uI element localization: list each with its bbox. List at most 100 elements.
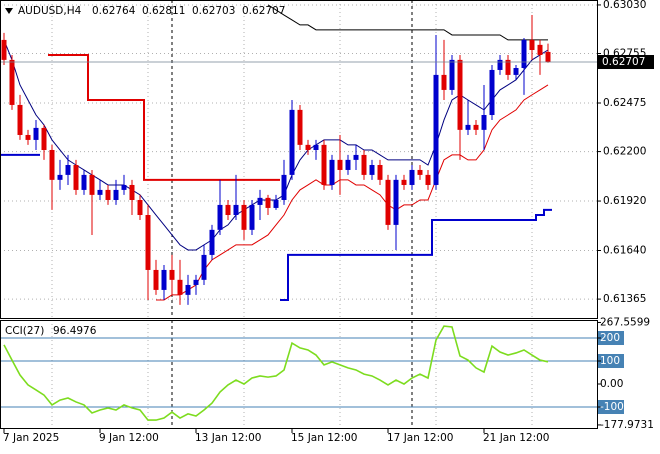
candle-body: [393, 179, 399, 225]
candle-body: [409, 169, 415, 185]
x-tick-label: 21 Jan 12:00: [483, 432, 549, 444]
y-tick-label: 0.62475: [603, 97, 646, 109]
candle-body: [249, 204, 255, 230]
candle-body: [529, 39, 535, 50]
y-tick-label: 100: [600, 355, 620, 367]
candle-body: [313, 144, 319, 150]
main-frame: [0, 0, 598, 319]
cci-line: [3, 325, 549, 421]
candle-body: [385, 179, 391, 225]
candle-body: [217, 204, 223, 230]
x-tick-label: 9 Jan 12:00: [99, 432, 159, 444]
x-tick-label: 17 Jan 12:00: [387, 432, 453, 444]
candle-body: [305, 144, 311, 150]
header-low: 0.62703: [192, 5, 235, 17]
y-tick-label: 0.61640: [603, 245, 646, 257]
candle-body: [233, 204, 239, 216]
candle-body: [377, 165, 383, 180]
header-high: 0.62811: [142, 5, 185, 17]
cci-frame: [0, 320, 598, 429]
candle-body: [169, 269, 175, 280]
candle-body: [433, 74, 439, 185]
x-tick-label: 13 Jan 12:00: [195, 432, 261, 444]
candle-body: [505, 59, 511, 75]
candle-body: [401, 179, 407, 185]
candle-body: [25, 134, 31, 140]
candle-body: [441, 74, 447, 90]
candle-body: [273, 199, 279, 208]
candle-body: [321, 144, 327, 185]
candle-body: [225, 204, 231, 216]
symbol: AUDUSD,H4: [18, 5, 82, 17]
candle-body: [281, 174, 287, 200]
axes: 0.630300.627550.624750.622000.619200.616…: [3, 0, 654, 444]
candle-body: [41, 127, 47, 150]
main-plot: [1, 1, 597, 318]
candle-body: [1, 39, 7, 60]
cci-value: 96.4976: [53, 325, 97, 337]
candle-body: [473, 124, 479, 130]
candle-body: [345, 159, 351, 170]
candle-body: [297, 109, 303, 145]
candle-body: [353, 154, 359, 160]
candle-body: [145, 215, 151, 270]
candle-body: [209, 229, 215, 255]
indicator-line: [1, 153, 552, 301]
candle-body: [545, 51, 551, 63]
candle-body: [89, 174, 95, 195]
x-tick-label: 15 Jan 12:00: [291, 432, 357, 444]
candle-body: [137, 199, 143, 216]
candle-body: [97, 189, 103, 195]
candle-body: [73, 165, 79, 190]
candle-body: [57, 174, 63, 180]
candle-body: [513, 68, 519, 75]
candle-body: [521, 39, 527, 69]
candle-body: [65, 165, 71, 175]
y-tick-label: 200: [600, 332, 620, 344]
candle-body: [361, 154, 367, 175]
candle-body: [49, 149, 55, 180]
indicator-line: [156, 84, 549, 301]
y-tick-label: 0.00: [600, 378, 623, 390]
header-close: 0.62707: [242, 5, 285, 17]
candle-body: [481, 115, 487, 130]
indicator-line: [267, 4, 548, 41]
y-tick-label: -177.9731: [600, 419, 654, 431]
candle-body: [241, 204, 247, 230]
candle-body: [497, 59, 503, 70]
level-label-box: [598, 354, 624, 369]
header-open: 0.62764: [92, 5, 136, 17]
y-tick-label: 0.63030: [603, 0, 646, 11]
candle-body: [537, 44, 543, 55]
level-label-box: [598, 400, 624, 415]
candle-body: [193, 279, 199, 285]
candle-body: [177, 279, 183, 295]
menu-arrow[interactable]: [5, 8, 13, 14]
candle-body: [265, 197, 271, 208]
price-label-box: [598, 55, 654, 70]
cci-title: CCI(27): [5, 325, 44, 337]
y-tick-label: 0.61365: [603, 293, 646, 305]
candle-body: [121, 184, 127, 190]
candle-body: [257, 197, 263, 205]
candle-body: [113, 189, 119, 200]
candle-body: [465, 124, 471, 130]
candle-body: [457, 59, 463, 130]
cci-plot: [1, 321, 597, 428]
candle-body: [9, 59, 15, 105]
candle-body: [369, 165, 375, 175]
price-label: 0.62707: [602, 56, 645, 68]
candle-body: [449, 59, 455, 90]
y-tick-label: 0.62200: [603, 146, 646, 158]
candle-body: [289, 109, 295, 175]
level-label-box: [598, 331, 624, 346]
candle-body: [329, 159, 335, 185]
candle-body: [17, 104, 23, 135]
indicator-line: [48, 53, 280, 181]
candle-body: [185, 284, 191, 295]
candle-body: [129, 184, 135, 200]
candle-body: [489, 69, 495, 116]
